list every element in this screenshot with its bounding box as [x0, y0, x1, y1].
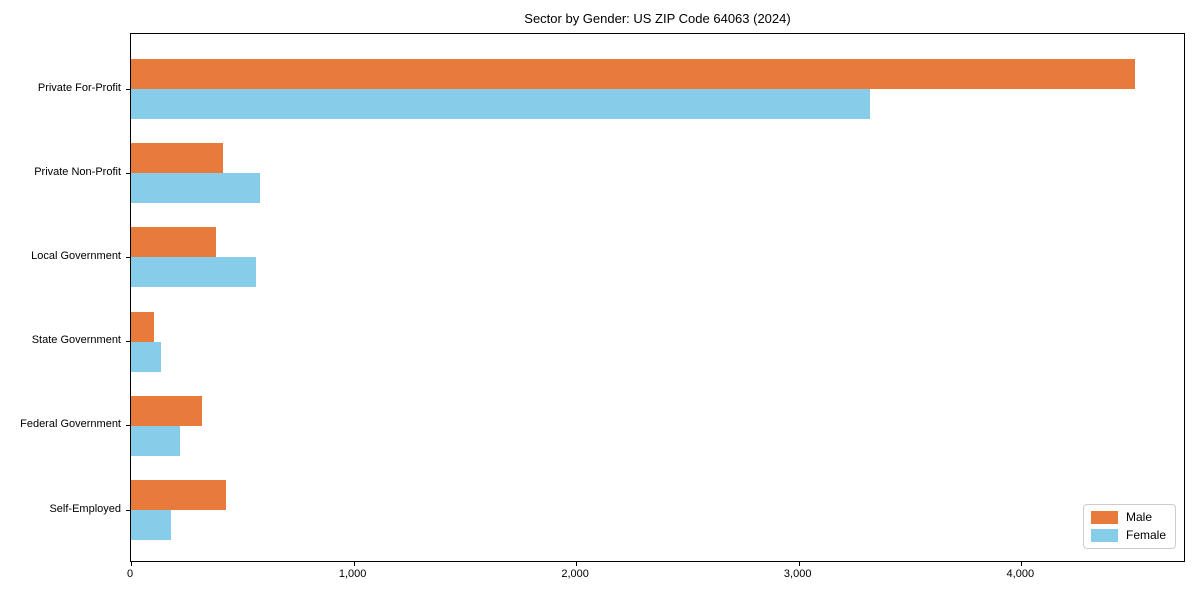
chart-title: Sector by Gender: US ZIP Code 64063 (202…	[524, 11, 791, 26]
bar-male-private-non-profit	[131, 143, 224, 174]
legend-swatch-female	[1090, 529, 1118, 542]
y-tick-mark	[126, 256, 130, 258]
y-tick-mark	[126, 88, 130, 90]
bar-female-private-for-profit	[131, 89, 870, 119]
x-tick-mark	[798, 562, 800, 566]
legend-entry-male: Male	[1090, 510, 1166, 524]
x-tick-mark	[131, 562, 132, 566]
y-axis-label-local-government: Local Government	[31, 249, 121, 262]
y-axis-label-private-for-profit: Private For-Profit	[37, 81, 121, 94]
bar-male-federal-government	[131, 395, 203, 426]
legend-label-male: Male	[1125, 510, 1152, 524]
bar-female-self-employed	[131, 510, 172, 540]
plot-area: Male Female	[126, 33, 1185, 566]
bar-female-state-government	[131, 341, 161, 372]
y-tick-mark	[126, 341, 130, 343]
bar-female-federal-government	[131, 425, 180, 456]
legend-entry-female: Female	[1090, 528, 1166, 542]
y-axis-label-private-non-profit: Private Non-Profit	[34, 165, 121, 178]
y-tick-mark	[126, 425, 130, 427]
bar-male-state-government	[131, 311, 155, 342]
bar-male-self-employed	[131, 480, 226, 510]
x-axis-tick-label: 4,000	[1006, 568, 1035, 580]
y-axis-label-state-government: State Government	[31, 334, 121, 347]
x-tick-mark	[576, 562, 578, 566]
x-tick-mark	[353, 562, 355, 566]
bar-male-private-for-profit	[131, 59, 1135, 89]
x-tick-mark	[1021, 562, 1023, 566]
x-axis-tick-label: 3,000	[783, 568, 812, 580]
x-axis-tick-label: 2,000	[561, 568, 589, 580]
legend-label-female: Female	[1125, 528, 1166, 542]
y-tick-mark	[126, 172, 130, 174]
y-tick-mark	[126, 509, 130, 511]
bar-male-local-government	[131, 227, 216, 258]
bar-female-local-government	[131, 257, 256, 288]
legend: Male Female	[1082, 504, 1176, 549]
y-axis-label-federal-government: Federal Government	[20, 418, 121, 431]
y-axis-label-self-employed: Self-Employed	[49, 502, 121, 515]
x-axis-tick-label: 0	[126, 568, 134, 580]
legend-swatch-male	[1090, 511, 1118, 524]
bar-female-private-non-profit	[131, 173, 261, 204]
x-axis-tick-label: 1,000	[338, 568, 367, 580]
